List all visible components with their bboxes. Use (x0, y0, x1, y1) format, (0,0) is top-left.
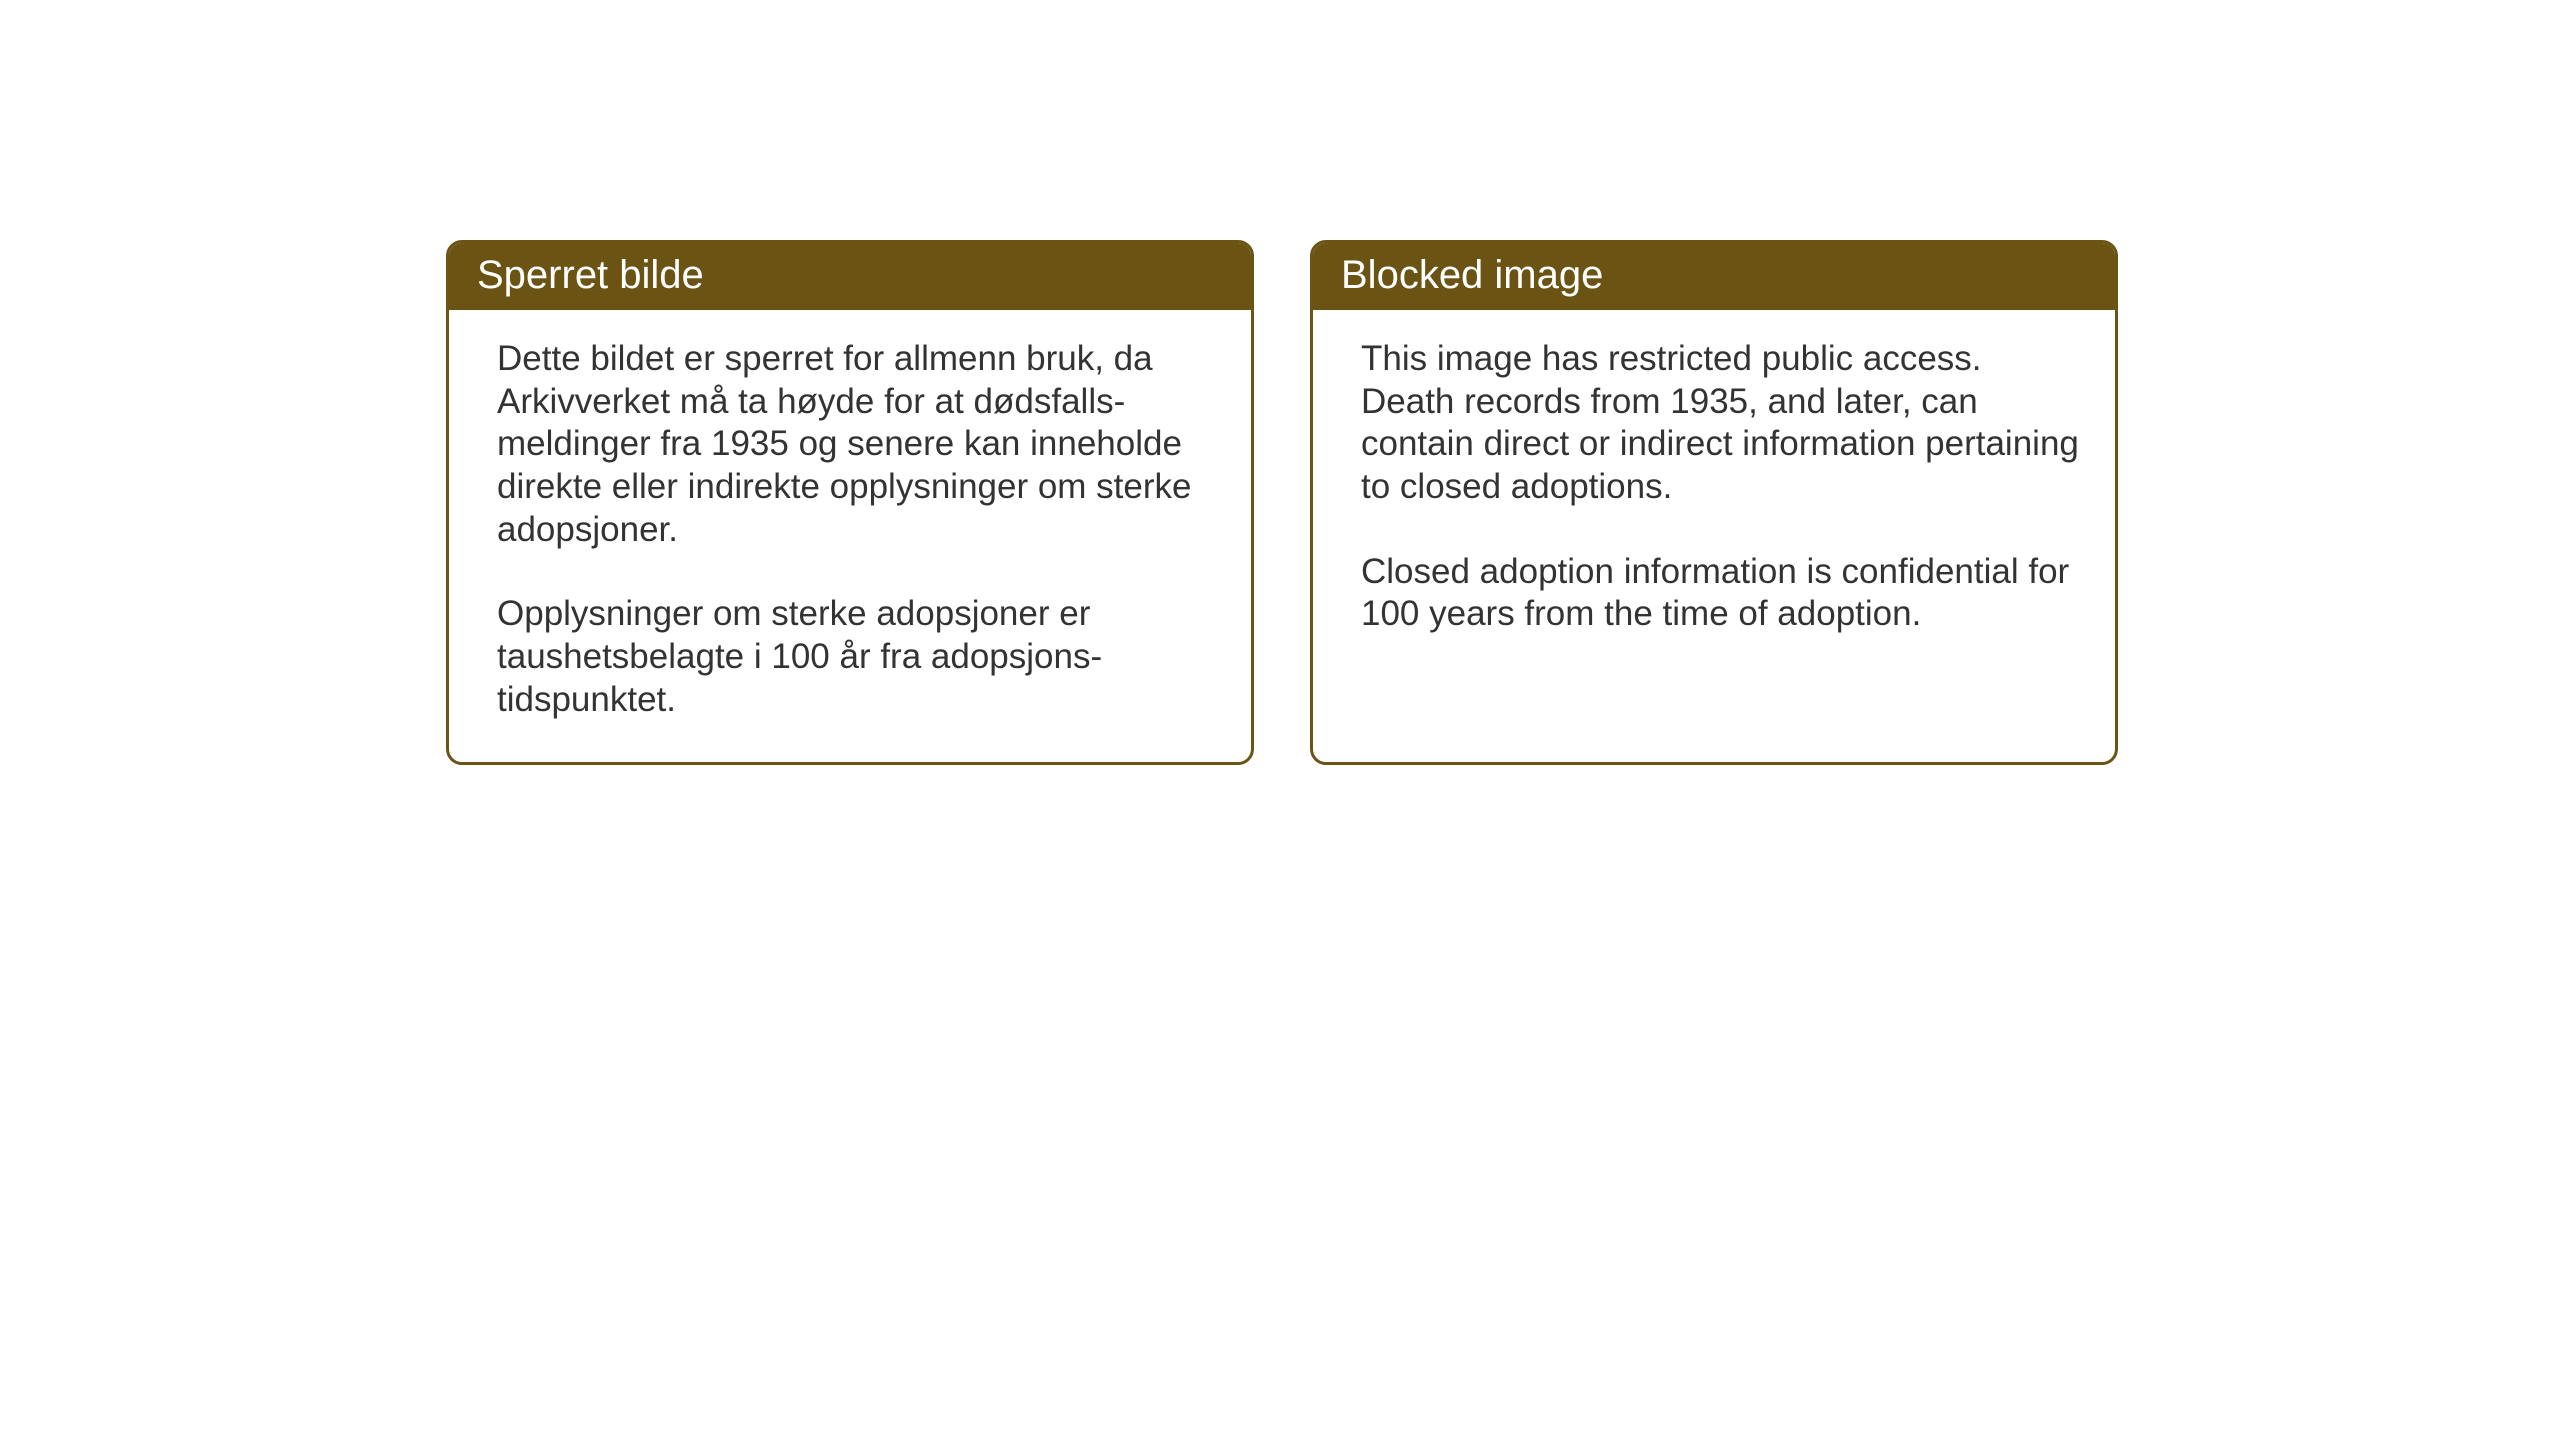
norwegian-notice-card: Sperret bilde Dette bildet er sperret fo… (446, 240, 1254, 765)
english-paragraph-2: Closed adoption information is confident… (1361, 551, 2079, 636)
norwegian-card-title: Sperret bilde (477, 253, 704, 297)
notice-container: Sperret bilde Dette bildet er sperret fo… (446, 240, 2118, 765)
norwegian-card-body: Dette bildet er sperret for allmenn bruk… (449, 310, 1251, 762)
english-notice-card: Blocked image This image has restricted … (1310, 240, 2118, 765)
norwegian-card-header: Sperret bilde (449, 243, 1251, 310)
norwegian-paragraph-2: Opplysninger om sterke adopsjoner er tau… (497, 593, 1215, 721)
norwegian-paragraph-1: Dette bildet er sperret for allmenn bruk… (497, 338, 1215, 551)
english-card-title: Blocked image (1341, 253, 1603, 297)
english-card-body: This image has restricted public access.… (1313, 310, 2115, 676)
english-paragraph-1: This image has restricted public access.… (1361, 338, 2079, 509)
english-card-header: Blocked image (1313, 243, 2115, 310)
